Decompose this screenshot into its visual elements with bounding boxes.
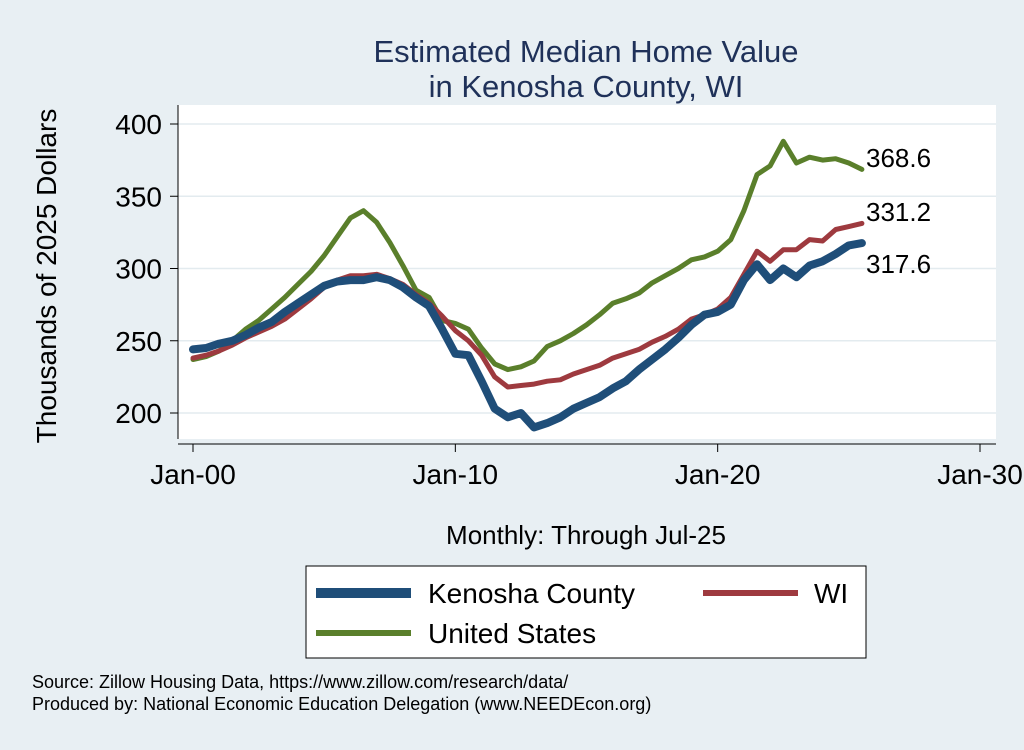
chart-title-line-1: Estimated Median Home Value — [373, 34, 798, 69]
y-tick-label: 250 — [115, 326, 162, 357]
series-lines — [189, 138, 866, 432]
y-tick-label: 300 — [115, 254, 162, 285]
x-tick-label: Jan-00 — [150, 459, 236, 490]
legend-label-united-states: United States — [428, 618, 596, 649]
series-line-kenosha-county — [189, 239, 866, 432]
x-axis-label: Monthly: Through Jul-25 — [446, 520, 726, 550]
axis-ticks: 200 250 300 350 400 Jan-00 Jan-10 Jan-20 Jan-30 — [115, 109, 1023, 490]
chart-title-line-2: in Kenosha County, WI — [429, 69, 744, 104]
legend-box — [305, 565, 867, 659]
produced-by-note: Produced by: National Economic Education… — [32, 694, 651, 714]
y-tick-label: 400 — [115, 109, 162, 140]
x-tick-label: Jan-10 — [413, 459, 499, 490]
legend: Kenosha County WI United States — [305, 565, 867, 659]
series-line-wi — [190, 220, 865, 390]
legend-label-wi: WI — [814, 578, 848, 609]
x-tick-label: Jan-20 — [675, 459, 761, 490]
series-line-united-states — [190, 138, 865, 373]
legend-label-kenosha-county: Kenosha County — [428, 578, 635, 609]
y-tick-label: 200 — [115, 398, 162, 429]
end-label-kenosha-county: 317.6 — [866, 249, 931, 279]
source-note: Source: Zillow Housing Data, https://www… — [32, 672, 568, 692]
end-labels: 317.6 331.2 368.6 — [866, 143, 931, 279]
y-axis-label: Thousands of 2025 Dollars — [31, 109, 62, 444]
plot-area — [178, 105, 996, 439]
y-tick-label: 350 — [115, 181, 162, 212]
end-label-wi: 331.2 — [866, 197, 931, 227]
end-label-united-states: 368.6 — [866, 143, 931, 173]
x-tick-label: Jan-30 — [937, 459, 1023, 490]
